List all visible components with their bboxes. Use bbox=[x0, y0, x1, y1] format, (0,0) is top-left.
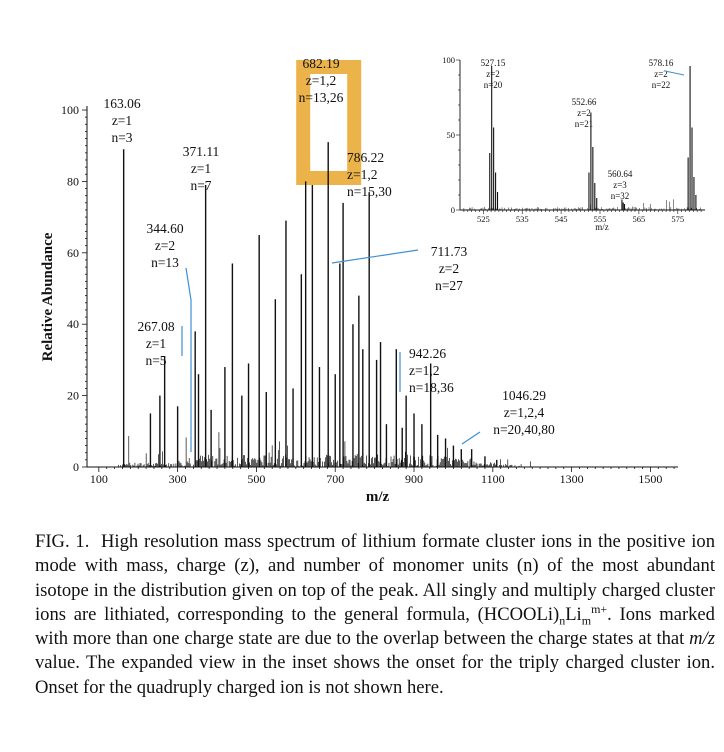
peak-label: 711.73 z=2 n=27 bbox=[431, 244, 468, 293]
x-tick-label: 100 bbox=[90, 472, 108, 486]
caption-sup-charge: m+ bbox=[591, 601, 608, 616]
x-tick-label: 500 bbox=[247, 472, 265, 486]
peak-label-n: n=7 bbox=[190, 178, 211, 193]
inset-x-tick-label: 525 bbox=[477, 214, 490, 224]
inset-y-tick-label: 0 bbox=[451, 205, 455, 215]
inset-peak-label-n: n=22 bbox=[652, 80, 671, 90]
peak-label-mz: 371.11 bbox=[183, 144, 220, 159]
peak-label-z: z=1 bbox=[112, 113, 132, 128]
inset-x-tick-label: 565 bbox=[633, 214, 646, 224]
y-tick-label: 40 bbox=[67, 317, 79, 331]
main-chart-peak-labels: 163.06 z=1 n=3 267.08 z=1 n=5 344.60 z=2 n=13 371… bbox=[103, 56, 555, 452]
y-tick-label: 80 bbox=[67, 174, 79, 188]
peak-label-mz: 1046.29 bbox=[502, 388, 546, 403]
inset-x-axis-label: m/z bbox=[595, 222, 609, 232]
caption-sub-n: n bbox=[559, 613, 566, 628]
x-tick-label: 900 bbox=[405, 472, 423, 486]
inset-x-tick-label: 535 bbox=[516, 214, 529, 224]
caption-text-1: High resolution mass spectrum of lithium… bbox=[35, 531, 716, 625]
inset-peak-label-n: n=21 bbox=[575, 119, 594, 129]
x-tick-label: 1300 bbox=[560, 472, 584, 486]
peak-label-z: z=1,2,4 bbox=[504, 405, 545, 420]
peak-label: 786.22 z=1,2 n=15,30 bbox=[347, 150, 392, 199]
peak-label: 1046.29 z=1,2,4 n=20,40,80 bbox=[493, 388, 555, 437]
inset-peak-label: 552.66z=2n=21 bbox=[572, 97, 597, 129]
peak-label-n: n=27 bbox=[435, 278, 463, 293]
inset-peak-label-z: z=2 bbox=[654, 69, 668, 79]
peak-label-n: n=13 bbox=[151, 255, 179, 270]
peak-label: 267.08 z=1 n=5 bbox=[137, 319, 174, 368]
caption-text-3: value. The expanded view in the inset sh… bbox=[35, 652, 715, 698]
inset-chart-peaks bbox=[463, 66, 701, 210]
inset-chart-axes: 0 50 100 525 535 545 555 565 575 m/z bbox=[442, 55, 705, 232]
inset-peak-label-mz: 560.64 bbox=[608, 169, 633, 179]
peak-label-mz: 163.06 bbox=[103, 96, 140, 111]
peak-label-mz: 267.08 bbox=[137, 319, 174, 334]
caption-sub-m: m bbox=[581, 613, 592, 628]
peak-label-z: z=1 bbox=[146, 336, 166, 351]
x-tick-label: 1500 bbox=[638, 472, 662, 486]
caption-fig-label: FIG. 1. bbox=[35, 531, 90, 552]
peak-label-mz: 942.26 bbox=[409, 346, 446, 361]
inset-peak-label-mz: 552.66 bbox=[572, 97, 597, 107]
inset-peak-label: 560.64z=3n=32 bbox=[608, 169, 633, 201]
peak-label: 163.06 z=1 n=3 bbox=[103, 96, 140, 145]
caption-text-2: . Ions marked with more than one charge … bbox=[35, 603, 715, 650]
y-tick-label: 20 bbox=[67, 389, 79, 403]
inset-peak-label-z: z=2 bbox=[577, 108, 591, 118]
peak-label-z: z=2 bbox=[155, 238, 175, 253]
leader-line bbox=[461, 431, 481, 445]
peak-label-z: z=1,2 bbox=[409, 363, 439, 378]
inset-leader-line bbox=[664, 70, 685, 76]
peak-label-n: n=13,26 bbox=[299, 90, 344, 105]
y-axis-label: Relative Abundance bbox=[40, 232, 56, 361]
peak-label-z: z=1 bbox=[191, 161, 211, 176]
y-tick-label: 100 bbox=[61, 103, 79, 117]
inset-x-tick-label: 555 bbox=[594, 214, 607, 224]
caption-mz-italic: m/z bbox=[689, 628, 715, 650]
inset-peak-label-mz: 578.16 bbox=[649, 58, 674, 68]
inset-chart-peak-labels: 527.15z=2n=20552.66z=2n=21560.64z=3n=325… bbox=[481, 58, 685, 201]
peak-label-z: z=1,2 bbox=[306, 73, 336, 88]
peak-label: 371.11 z=1 n=7 bbox=[183, 144, 220, 193]
peak-label-n: n=18,36 bbox=[409, 380, 454, 395]
peak-label-n: n=15,30 bbox=[347, 184, 392, 199]
peak-label-n: n=3 bbox=[111, 130, 132, 145]
x-tick-label: 1100 bbox=[481, 472, 505, 486]
peak-label-n: n=5 bbox=[145, 353, 166, 368]
inset-x-tick-label: 545 bbox=[555, 214, 568, 224]
inset-peak-label-mz: 527.15 bbox=[481, 58, 506, 68]
peak-label-z: z=1,2 bbox=[347, 167, 377, 182]
leader-line bbox=[185, 267, 192, 452]
inset-peak-label: 527.15z=2n=20 bbox=[481, 58, 506, 90]
peak-label-n: n=20,40,80 bbox=[493, 422, 555, 437]
peak-label-mz: 682.19 bbox=[302, 56, 339, 71]
inset-peak-label: 578.16z=2n=22 bbox=[649, 58, 674, 90]
inset-peak-label-z: z=3 bbox=[613, 180, 627, 190]
y-tick-label: 0 bbox=[73, 460, 79, 474]
x-axis-label: m/z bbox=[366, 489, 390, 505]
inset-y-tick-label: 50 bbox=[447, 130, 456, 140]
leader-line bbox=[331, 249, 419, 264]
inset-peak-label-n: n=32 bbox=[611, 191, 630, 201]
inset-peak-label-n: n=20 bbox=[484, 80, 503, 90]
caption-formula-li: Li bbox=[565, 603, 582, 625]
peak-label-z: z=2 bbox=[439, 261, 459, 276]
y-tick-label: 60 bbox=[67, 246, 79, 260]
main-chart-peaks bbox=[118, 142, 531, 467]
peak-label-mz: 344.60 bbox=[146, 221, 183, 236]
inset-x-tick-label: 575 bbox=[671, 214, 684, 224]
peak-label: 942.26 z=1,2 n=18,36 bbox=[409, 346, 454, 395]
x-tick-label: 300 bbox=[169, 472, 187, 486]
peak-label: 682.19 z=1,2 n=13,26 bbox=[299, 56, 344, 105]
figure-caption: FIG. 1. High resolution mass spectrum of… bbox=[35, 530, 715, 700]
peak-label-mz: 711.73 bbox=[431, 244, 468, 259]
inset-peak-label-z: z=2 bbox=[486, 69, 500, 79]
peak-label-mz: 786.22 bbox=[347, 150, 384, 165]
peak-label: 344.60 z=2 n=13 bbox=[146, 221, 183, 270]
inset-y-tick-label: 100 bbox=[442, 55, 455, 65]
x-tick-label: 700 bbox=[326, 472, 344, 486]
